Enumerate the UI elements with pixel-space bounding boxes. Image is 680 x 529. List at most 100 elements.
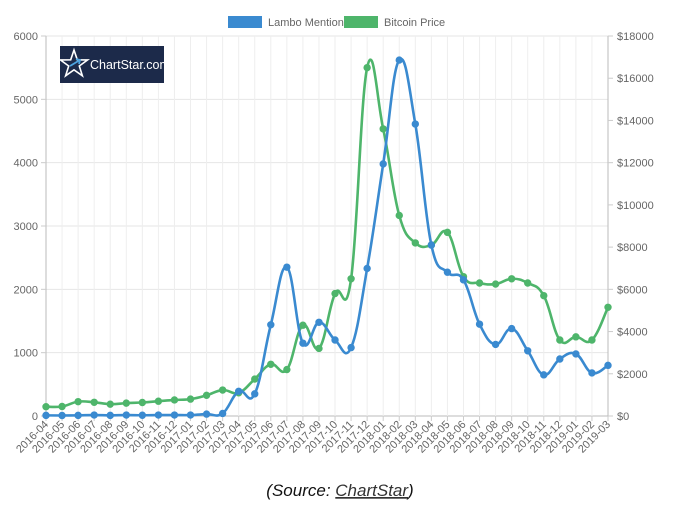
- bitcoin-price-point: [267, 360, 275, 368]
- bitcoin-price-point: [331, 289, 339, 298]
- bitcoin-price-point: [170, 396, 179, 404]
- bitcoin-price-point: [186, 395, 195, 403]
- legend-item-lambo-mentions[interactable]: Lambo Mentions: [228, 16, 350, 29]
- bitcoin-price-point: [507, 275, 516, 283]
- source-caption: (Source: ChartStar): [266, 481, 413, 500]
- y-right-tick-label: $16000: [617, 73, 654, 85]
- bitcoin-price-point: [154, 397, 163, 405]
- logo-text: ChartStar.com: [90, 58, 170, 72]
- lambo-mentions-point: [154, 411, 163, 419]
- lambo-mentions-point: [556, 355, 564, 363]
- y-right-tick-label: $14000: [617, 115, 654, 127]
- lambo-mentions-point: [540, 371, 548, 379]
- y-left-tick-label: 0: [32, 411, 38, 423]
- y-right-tick-label: $18000: [617, 31, 654, 43]
- y-right-tick-label: $12000: [617, 158, 654, 170]
- y-right-tick-label: $6000: [617, 284, 648, 296]
- y-right-tick-label: $10000: [617, 200, 654, 212]
- bitcoin-price-point: [572, 333, 580, 341]
- bitcoin-price-point: [283, 365, 291, 374]
- bitcoin-price-point: [588, 336, 596, 344]
- bitcoin-price-point: [58, 402, 66, 411]
- bitcoin-price-point: [363, 63, 371, 72]
- lambo-mentions-point: [234, 387, 243, 395]
- bitcoin-price-point: [299, 321, 307, 329]
- lambo-mentions-point: [411, 120, 420, 128]
- bitcoin-price-point: [475, 279, 484, 287]
- y-right-tick-label: $0: [617, 411, 629, 423]
- lambo-mentions-point: [347, 343, 355, 352]
- legend-label-bitcoin-price: Bitcoin Price: [384, 17, 445, 29]
- lambo-mentions-point: [170, 411, 179, 419]
- bitcoin-price-point: [251, 375, 259, 383]
- lambo-mentions-point: [138, 411, 147, 419]
- series: [42, 56, 612, 420]
- bitcoin-price-point: [42, 403, 50, 411]
- legend-item-bitcoin-price[interactable]: Bitcoin Price: [344, 16, 445, 29]
- y-left-tick-label: 6000: [14, 31, 38, 43]
- y-right-tick-label: $8000: [617, 242, 648, 254]
- lambo-mentions-point: [507, 324, 516, 333]
- bitcoin-price-point: [395, 211, 403, 220]
- legend[interactable]: Lambo Mentions Bitcoin Price: [228, 16, 445, 29]
- bitcoin-price-point: [218, 386, 227, 394]
- lambo-mentions-point: [427, 241, 436, 249]
- y-right-tick-label: $4000: [617, 327, 648, 339]
- bitcoin-price-point: [315, 344, 323, 353]
- bitcoin-price-point: [556, 336, 564, 344]
- lambo-mentions-point: [251, 390, 259, 398]
- bitcoin-price-point: [90, 398, 98, 406]
- lambo-mentions-point: [90, 411, 98, 419]
- lambo-mentions-point: [475, 320, 484, 328]
- lambo-mentions-point: [58, 411, 66, 420]
- y-left-tick-label: 1000: [14, 348, 38, 360]
- source-link[interactable]: ChartStar: [335, 481, 409, 500]
- bitcoin-price-point: [443, 228, 452, 237]
- legend-label-lambo-mentions: Lambo Mentions: [268, 17, 350, 29]
- lambo-mentions-point: [604, 361, 612, 370]
- lambo-mentions-point: [218, 409, 227, 418]
- y-left-tick-label: 3000: [14, 221, 38, 233]
- y-right-tick-label: $2000: [617, 369, 648, 381]
- star-icon: [57, 47, 91, 78]
- lambo-mentions-point: [572, 350, 580, 358]
- lambo-mentions-point: [459, 276, 468, 284]
- bitcoin-price-point: [379, 125, 387, 133]
- lambo-mentions-point: [74, 411, 82, 420]
- bitcoin-price-point: [411, 239, 420, 247]
- lambo-mentions-point: [315, 318, 323, 326]
- y-left-tick-label: 2000: [14, 284, 38, 296]
- legend-swatch-lambo-mentions: [228, 16, 262, 28]
- lambo-mentions-point: [363, 264, 371, 273]
- lambo-mentions-point: [379, 160, 387, 168]
- lambo-mentions-point: [331, 336, 339, 344]
- lambo-mentions-point: [42, 411, 50, 420]
- bitcoin-price-point: [540, 291, 548, 300]
- lambo-mentions-point: [395, 56, 403, 64]
- lambo-mentions-point: [443, 268, 452, 276]
- bitcoin-price-point: [138, 398, 147, 407]
- lambo-mentions-point: [106, 411, 114, 420]
- lambo-mentions-point: [202, 410, 211, 418]
- lambo-mentions-line: [45, 57, 609, 417]
- caption-prefix: (Source:: [266, 481, 335, 500]
- bitcoin-price-point: [347, 275, 355, 283]
- bitcoin-price-point: [202, 391, 211, 400]
- lambo-mentions-point: [524, 347, 532, 355]
- lambo-mentions-point: [491, 340, 500, 349]
- bitcoin-price-point: [122, 399, 130, 407]
- caption-suffix: ): [406, 481, 414, 500]
- legend-swatch-bitcoin-price: [344, 16, 378, 28]
- bitcoin-price-point: [106, 400, 114, 408]
- lambo-mentions-point: [267, 321, 275, 329]
- bitcoin-price-point: [604, 303, 612, 311]
- y-left-tick-label: 4000: [14, 158, 38, 170]
- grid: [45, 35, 609, 417]
- chartstar-logo: ChartStar.com: [57, 46, 170, 83]
- bitcoin-price-line: [45, 58, 610, 409]
- logo-background: [60, 46, 164, 83]
- lambo-mentions-point: [299, 339, 307, 347]
- lambo-mentions-point: [283, 263, 291, 271]
